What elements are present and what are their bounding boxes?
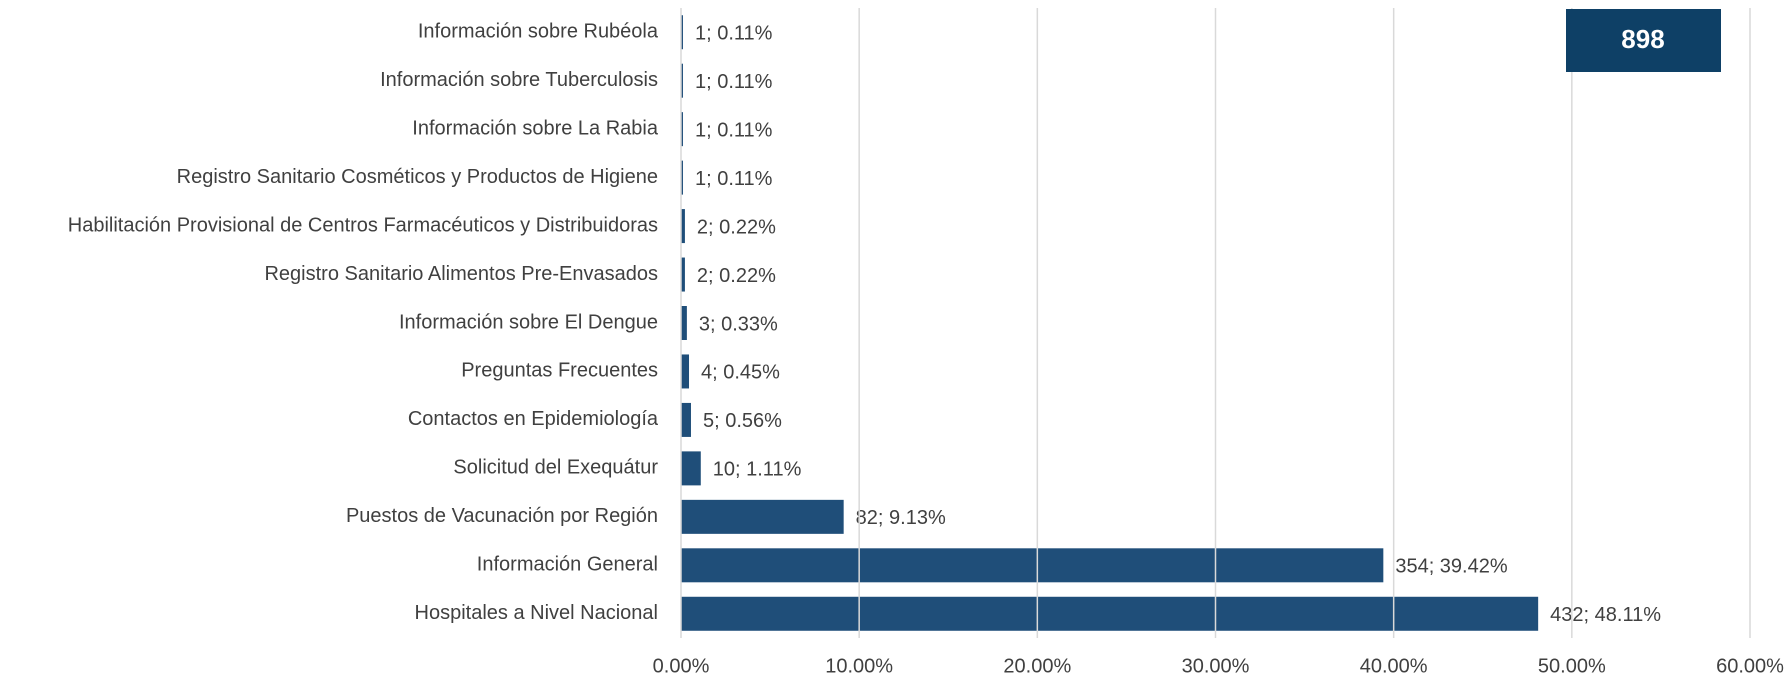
total-label: 898 — [1621, 24, 1664, 54]
y-tick-label: Información sobre La Rabia — [412, 117, 659, 139]
y-tick-label: Solicitud del Exequátur — [453, 457, 658, 479]
bar — [681, 402, 691, 437]
x-tick-label: 60.00% — [1716, 655, 1784, 677]
y-tick-label: Información sobre Rubéola — [418, 21, 659, 43]
x-tick-label: 40.00% — [1360, 655, 1428, 677]
bar — [681, 209, 685, 244]
y-tick-label: Contactos en Epidemiología — [408, 408, 659, 430]
bar — [681, 499, 844, 534]
x-tick-label: 10.00% — [825, 655, 893, 677]
bar — [681, 257, 685, 292]
data-label: 432; 48.11% — [1550, 604, 1661, 626]
bar — [681, 451, 701, 486]
data-label: 1; 0.11% — [695, 119, 773, 141]
data-label: 1; 0.11% — [695, 168, 773, 190]
bar — [681, 160, 683, 195]
y-tick-label: Preguntas Frecuentes — [461, 360, 658, 382]
bar — [681, 596, 1539, 631]
bar — [681, 354, 690, 389]
bar — [681, 63, 683, 98]
bar — [681, 306, 687, 340]
y-tick-label: Registro Sanitario Cosméticos y Producto… — [177, 166, 658, 188]
x-tick-label: 50.00% — [1538, 655, 1606, 677]
data-label: 2; 0.22% — [697, 265, 776, 287]
data-label: 5; 0.56% — [703, 410, 782, 432]
data-label: 3; 0.33% — [699, 313, 778, 335]
bar — [681, 112, 683, 147]
y-tick-label: Registro Sanitario Alimentos Pre-Envasad… — [264, 263, 658, 285]
data-label: 2; 0.22% — [697, 216, 776, 238]
x-tick-label: 0.00% — [653, 655, 710, 677]
data-label: 354; 39.42% — [1395, 556, 1508, 578]
data-label: 4; 0.45% — [701, 362, 780, 384]
data-label: 10; 1.11% — [713, 459, 802, 481]
x-tick-label: 20.00% — [1003, 655, 1071, 677]
y-tick-label: Puestos de Vacunación por Región — [346, 505, 658, 527]
data-label: 82; 9.13% — [856, 507, 946, 529]
bar — [681, 15, 683, 50]
y-tick-label: Información sobre Tuberculosis — [380, 69, 658, 91]
bar — [681, 548, 1384, 583]
total-box — [1566, 9, 1721, 72]
x-tick-label: 30.00% — [1182, 655, 1250, 677]
y-tick-label: Información sobre El Dengue — [399, 311, 658, 333]
data-label: 1; 0.11% — [695, 71, 773, 93]
y-tick-label: Información General — [477, 554, 658, 576]
data-label: 1; 0.11% — [695, 23, 773, 45]
y-tick-label: Hospitales a Nivel Nacional — [415, 602, 658, 624]
y-tick-label: Habilitación Provisional de Centros Farm… — [68, 214, 658, 236]
